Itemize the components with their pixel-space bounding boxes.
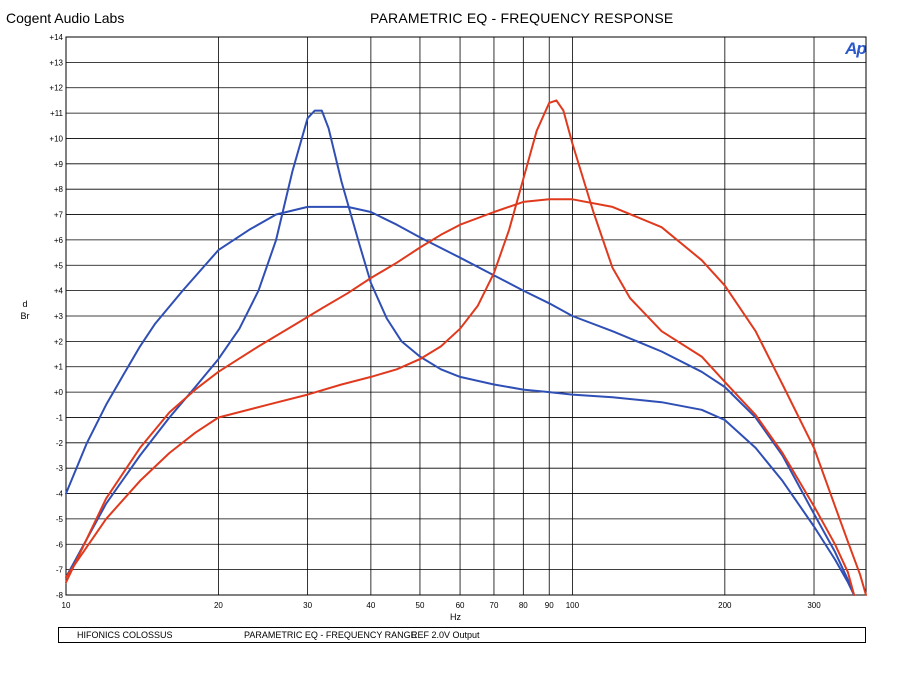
x-axis-label: Hz xyxy=(450,612,461,622)
series-line-1 xyxy=(65,205,856,596)
y-tick-label: +11 xyxy=(50,109,64,118)
x-tick-label: 20 xyxy=(214,601,223,610)
y-tick-label: -6 xyxy=(56,540,64,549)
y-tick-label: +14 xyxy=(49,33,63,42)
y-tick-label: -4 xyxy=(56,490,64,499)
series-line-4 xyxy=(65,99,856,596)
y-tick-label: +0 xyxy=(54,388,64,397)
y-tick-label: +7 xyxy=(54,211,64,220)
y-tick-label: +13 xyxy=(49,58,63,67)
x-tick-label: 40 xyxy=(366,601,375,610)
y-tick-label: +10 xyxy=(49,134,63,143)
y-tick-label: -3 xyxy=(56,464,64,473)
series-line-2 xyxy=(65,109,856,596)
y-tick-label: -7 xyxy=(56,566,64,575)
y-tick-label: -5 xyxy=(56,515,64,524)
y-tick-label: +8 xyxy=(54,185,64,194)
footer-range: PARAMETRIC EQ - FREQUENCY RANGE xyxy=(244,630,417,640)
x-tick-label: 50 xyxy=(416,601,425,610)
x-tick-label: 80 xyxy=(519,601,528,610)
x-tick-label: 60 xyxy=(456,601,465,610)
footer-reference: REF 2.0V Output xyxy=(411,630,480,640)
x-tick-label: 90 xyxy=(545,601,554,610)
chart-title: PARAMETRIC EQ - FREQUENCY RESPONSE xyxy=(370,10,674,26)
y-tick-label: +2 xyxy=(54,337,64,346)
y-tick-label: +12 xyxy=(49,84,63,93)
series-line-3 xyxy=(65,198,867,596)
footer-device: HIFONICS COLOSSUS xyxy=(77,630,173,640)
x-tick-label: 100 xyxy=(566,601,580,610)
chart-tick-labels: +14 +13 +12 +11 +10 +9 +8 +7 +6 +5 +4 +3 +2 +1 +0 -1 -2 -… xyxy=(49,33,821,610)
x-tick-label: 300 xyxy=(807,601,821,610)
y-tick-label: -1 xyxy=(56,413,64,422)
x-tick-label: 200 xyxy=(718,601,732,610)
y-tick-label: -2 xyxy=(56,439,64,448)
y-axis-label: dBr xyxy=(20,299,30,321)
ap-logo: Ap xyxy=(845,39,867,58)
x-tick-label: 70 xyxy=(490,601,499,610)
x-tick-label: 30 xyxy=(303,601,312,610)
company-name: Cogent Audio Labs xyxy=(6,10,125,26)
footer-info-bar: HIFONICS COLOSSUS PARAMETRIC EQ - FREQUE… xyxy=(58,627,866,643)
chart-series xyxy=(65,99,867,596)
y-tick-label: +6 xyxy=(54,236,64,245)
y-tick-label: +3 xyxy=(54,312,64,321)
y-tick-label: +9 xyxy=(54,160,64,169)
x-tick-label: 10 xyxy=(62,601,71,610)
y-tick-label: +1 xyxy=(54,363,64,372)
y-tick-label: -8 xyxy=(56,591,64,600)
y-tick-label: +4 xyxy=(54,287,64,296)
y-tick-label: +5 xyxy=(54,261,64,270)
